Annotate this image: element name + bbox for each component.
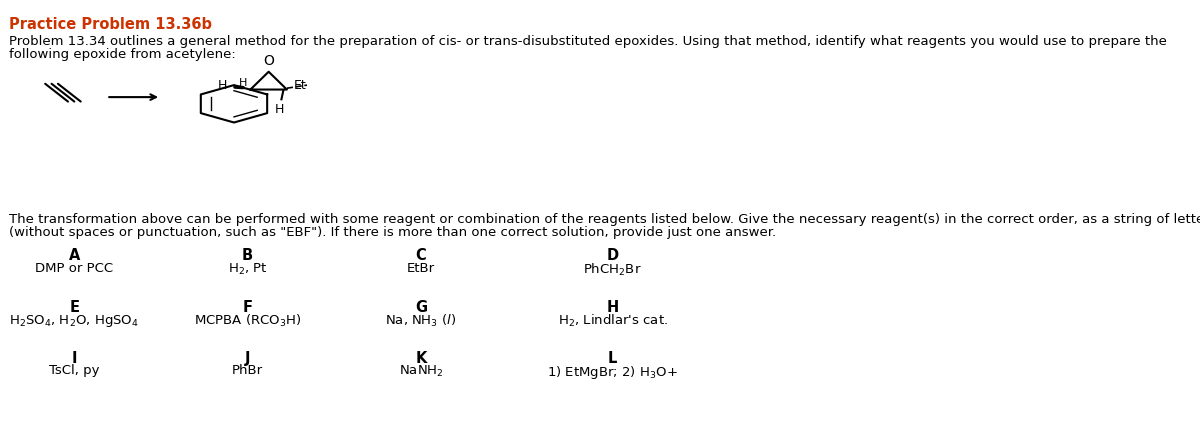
Text: DMP or PCC: DMP or PCC <box>35 262 114 275</box>
Text: A: A <box>68 249 80 263</box>
Text: TsCl, py: TsCl, py <box>49 364 100 377</box>
Text: MCPBA (RCO$_3$H): MCPBA (RCO$_3$H) <box>194 313 301 329</box>
Text: H: H <box>239 78 247 88</box>
Text: L: L <box>608 351 617 366</box>
Text: NaNH$_2$: NaNH$_2$ <box>398 364 443 379</box>
Text: J: J <box>245 351 251 366</box>
Text: B: B <box>242 249 253 263</box>
Text: Na, NH$_3$ ($l$): Na, NH$_3$ ($l$) <box>385 313 457 329</box>
Text: PhBr: PhBr <box>232 364 263 377</box>
Text: O: O <box>263 54 274 68</box>
Text: Et: Et <box>294 79 307 92</box>
Text: PhCH$_2$Br: PhCH$_2$Br <box>583 262 642 278</box>
Text: H$_2$SO$_4$, H$_2$O, HgSO$_4$: H$_2$SO$_4$, H$_2$O, HgSO$_4$ <box>10 313 139 329</box>
Text: C: C <box>415 249 426 263</box>
Text: 1) EtMgBr; 2) H$_3$O+: 1) EtMgBr; 2) H$_3$O+ <box>547 364 678 381</box>
Text: The transformation above can be performed with some reagent or combination of th: The transformation above can be performe… <box>8 213 1200 226</box>
Text: F: F <box>242 300 253 314</box>
Text: (without spaces or punctuation, such as "EBF"). If there is more than one correc: (without spaces or punctuation, such as … <box>8 226 776 239</box>
Text: EtBr: EtBr <box>407 262 436 275</box>
Text: H: H <box>218 79 228 92</box>
Text: H: H <box>275 103 284 116</box>
Text: H: H <box>606 300 619 314</box>
Text: I: I <box>72 351 77 366</box>
Text: Problem 13.34 outlines a general method for the preparation of cis- or trans-dis: Problem 13.34 outlines a general method … <box>8 35 1166 48</box>
Text: E: E <box>70 300 79 314</box>
Text: H$_2$, Lindlar's cat.: H$_2$, Lindlar's cat. <box>558 313 667 329</box>
Text: H$_2$, Pt: H$_2$, Pt <box>228 262 268 277</box>
Text: Practice Problem 13.36b: Practice Problem 13.36b <box>8 17 211 32</box>
Text: D: D <box>606 249 618 263</box>
Text: following epoxide from acetylene:: following epoxide from acetylene: <box>8 48 235 61</box>
Text: G: G <box>415 300 427 314</box>
Text: K: K <box>415 351 427 366</box>
